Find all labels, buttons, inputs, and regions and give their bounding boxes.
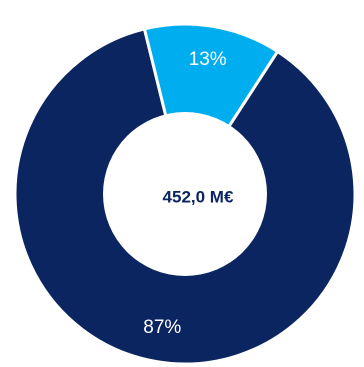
slice-label-1: 13% (189, 49, 227, 70)
donut-hole (103, 112, 267, 276)
slice-label-0: 87% (143, 317, 181, 338)
slice-labels: 87% 13% (143, 49, 227, 338)
center-total-label: 452,0 M€ (163, 187, 234, 206)
